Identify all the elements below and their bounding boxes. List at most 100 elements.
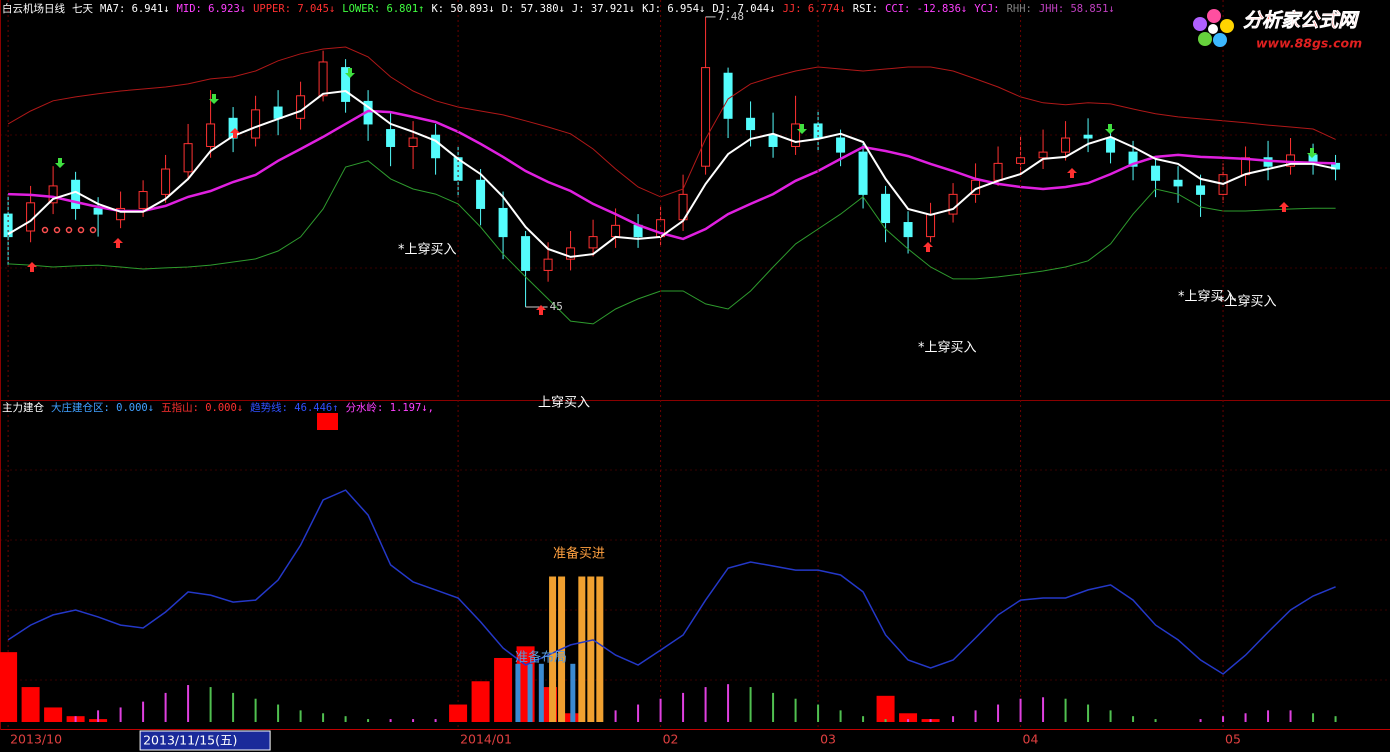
- indicator-bar: [471, 681, 490, 722]
- indicator-bar: [682, 692, 685, 722]
- candle-body: [588, 236, 598, 249]
- candle-body: [1106, 137, 1116, 153]
- header-item: 白云机场日线: [2, 2, 65, 15]
- indicator-bar: [527, 663, 533, 722]
- candle-body: [1173, 179, 1183, 187]
- x-tick-label: 04: [1023, 732, 1039, 747]
- down-arrow: [345, 68, 355, 78]
- candle-body: [93, 207, 103, 215]
- indicator-bar: [344, 716, 347, 722]
- indicator-bar: [74, 716, 77, 722]
- indicator-bar: [1334, 716, 1337, 722]
- candle-body: [138, 191, 148, 209]
- candle-body: [251, 109, 261, 139]
- signal-annotation: *上穿买入: [1178, 289, 1237, 305]
- up-arrow: [536, 305, 546, 315]
- signal-annotation: *上穿买入: [398, 242, 457, 258]
- candle-body: [1038, 151, 1048, 159]
- candle-body: [431, 134, 441, 159]
- indicator-bar: [587, 576, 595, 722]
- indicator-bar: [839, 710, 842, 722]
- indicator-bar: [299, 710, 302, 722]
- header-item: MID: 6.923↓: [177, 3, 247, 15]
- indicator-bar: [21, 687, 40, 722]
- down-arrow: [1105, 124, 1115, 134]
- indicator-bar: [596, 576, 604, 722]
- indicator-bar: [772, 692, 775, 722]
- petal-center: [1208, 24, 1218, 34]
- candle-body: [746, 117, 756, 131]
- indicator-line: [7, 46, 1336, 198]
- header-item: CCI: -12.836↓: [885, 3, 967, 15]
- indicator-bar: [1019, 698, 1022, 722]
- candle-body: [183, 143, 193, 173]
- indicator-bar: [637, 704, 640, 722]
- candle-body: [273, 106, 283, 119]
- candle-body: [341, 67, 351, 102]
- header-item: 主力建仓: [2, 401, 44, 414]
- cursor-label: 2013/11/15(五): [143, 733, 237, 748]
- indicator-bar: [1289, 710, 1292, 722]
- header-item: JJ: 6.774↓: [783, 3, 846, 15]
- indicator-bar: [884, 719, 887, 722]
- header-item: 分水岭: 1.197↓,: [346, 401, 434, 414]
- candle-body: [1083, 134, 1093, 139]
- candle-body: [476, 179, 486, 209]
- circles: [41, 226, 97, 234]
- indicator-bar: [570, 663, 576, 722]
- candle-body: [1061, 137, 1071, 153]
- indicator-bar: [209, 687, 212, 722]
- candle-body: [611, 224, 621, 238]
- indicator-bar: [749, 687, 752, 722]
- candle-body: [926, 213, 936, 238]
- candle-body: [1151, 165, 1161, 181]
- trend-line: [7, 489, 1336, 675]
- up-arrows: [27, 128, 1289, 315]
- indicator-bar: [1087, 704, 1090, 722]
- x-tick-label: 02: [663, 732, 679, 747]
- indicator-bar: [1064, 698, 1067, 722]
- indicator-bar: [412, 719, 415, 722]
- cursor-label-box: [139, 730, 271, 751]
- x-tick-label: 2013/10: [10, 732, 62, 747]
- indicator-bar: [389, 719, 392, 722]
- logo: 分析家公式网 www.88gs.com: [1193, 9, 1362, 51]
- header-item: JHH: 58.851↓: [1039, 3, 1115, 15]
- candle-body: [48, 185, 58, 204]
- petal: [1213, 33, 1227, 47]
- indicator-bar: [232, 692, 235, 722]
- indicator-bar: [899, 713, 918, 722]
- header-item: RHH:: [1007, 3, 1032, 15]
- down-arrow: [1307, 148, 1317, 158]
- indicator-bar: [1109, 710, 1112, 722]
- indicator-bar: [1132, 716, 1135, 722]
- signal-annotation: *上穿买入: [918, 340, 977, 356]
- indicator-bar: [974, 710, 977, 722]
- x-tick-label: 05: [1225, 732, 1241, 747]
- circle: [53, 226, 61, 234]
- candle-body: [386, 129, 396, 147]
- circle: [89, 226, 97, 234]
- indicator-bar: [907, 719, 910, 722]
- down-arrows: [55, 68, 1317, 168]
- indicator-bar: [997, 704, 1000, 722]
- indicator-bar: [142, 701, 145, 722]
- candle-body: [1128, 151, 1138, 167]
- indicator-bar: [1154, 719, 1157, 722]
- logo-url: www.88gs.com: [1256, 36, 1362, 51]
- indicator-bar: [876, 695, 895, 722]
- up-arrow: [1279, 202, 1289, 212]
- header-item: KJ: 6.954↓: [642, 3, 705, 15]
- candle-body: [791, 123, 801, 147]
- x-tick-label: 2014/01: [460, 732, 512, 747]
- signal-annotation: 准备买进: [553, 546, 605, 562]
- header-item: 趋势线: 46.446↑: [250, 401, 338, 414]
- header-item: 七天: [72, 3, 93, 15]
- header-item: YCJ:: [974, 3, 999, 15]
- indicator-bar: [538, 663, 544, 722]
- candle-body: [768, 134, 778, 147]
- header-item: D: 57.380↓: [502, 3, 565, 15]
- indicator-bar: [367, 719, 370, 722]
- candle-body: [903, 222, 913, 238]
- indicator-line: [8, 160, 1336, 325]
